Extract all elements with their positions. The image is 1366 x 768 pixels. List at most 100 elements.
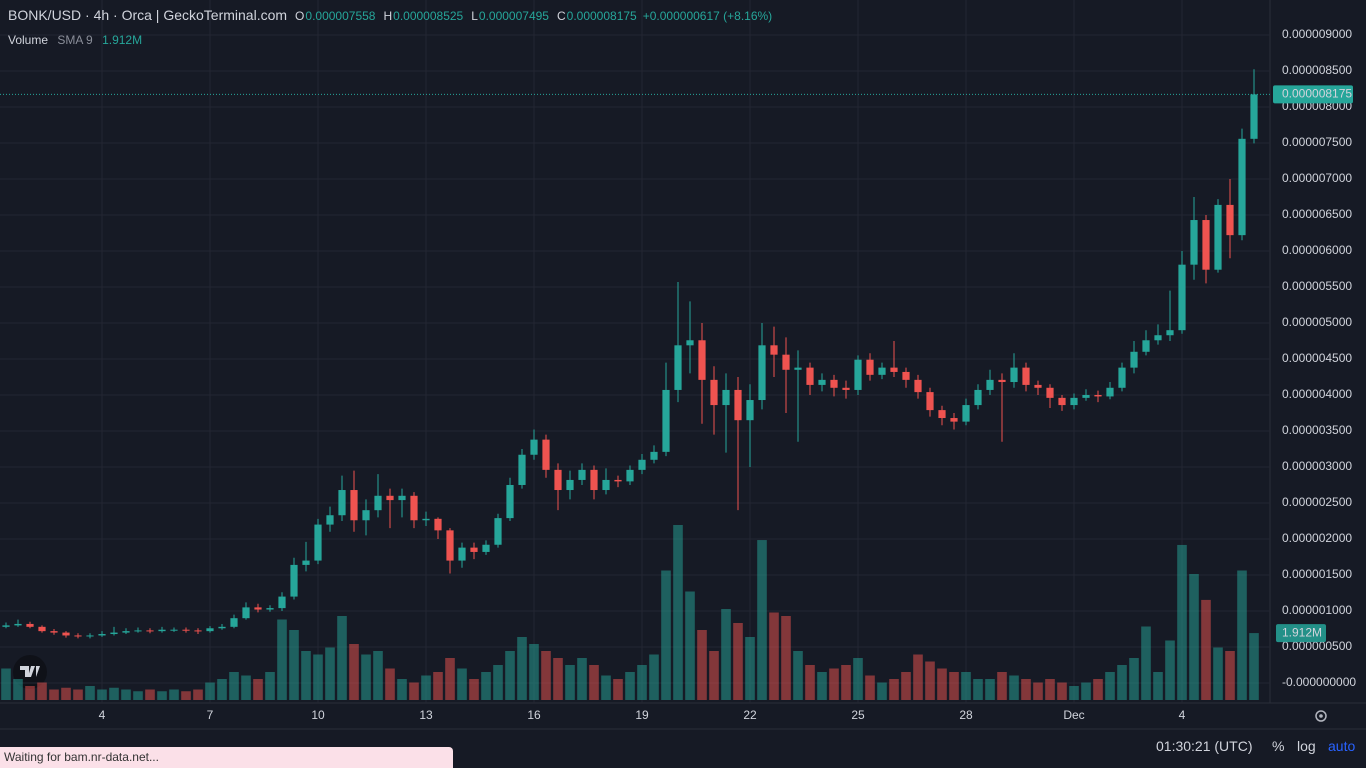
y-tick-label: 0.000005500 (1282, 279, 1352, 293)
candle-body (566, 479, 574, 491)
volume-bar (1, 668, 11, 700)
symbol[interactable]: BONK/USD · 4h · Orca | GeckoTerminal.com (8, 7, 288, 23)
auto-toggle[interactable]: auto (1328, 738, 1356, 754)
volume-bar (421, 675, 431, 700)
candle-body (1058, 397, 1066, 406)
x-tick-label: 22 (743, 708, 757, 722)
candle-body (1070, 397, 1078, 406)
candle-body (710, 379, 718, 406)
candle-body (74, 635, 82, 637)
y-tick-label: 0.000002500 (1282, 495, 1352, 509)
volume-bar (361, 654, 371, 700)
volume-bar (433, 672, 443, 700)
volume-bar (409, 682, 419, 700)
volume-bar (1201, 599, 1211, 700)
candle-body (2, 625, 10, 627)
candle-body (1022, 367, 1030, 385)
candle-body (146, 630, 154, 632)
candle-body (1166, 330, 1174, 336)
percent-toggle[interactable]: % (1272, 738, 1285, 754)
candle-body (770, 345, 778, 355)
volume-bar (541, 651, 551, 700)
volume-bar (1069, 686, 1079, 700)
grid (0, 0, 1270, 703)
y-tick-label: 0.000001500 (1282, 567, 1352, 581)
volume-bar (505, 651, 515, 700)
legend-header: BONK/USD · 4h · Orca | GeckoTerminal.com… (8, 7, 772, 23)
volume-bar (1081, 682, 1091, 700)
candle-body (590, 469, 598, 491)
candle-body (902, 371, 910, 380)
log-toggle[interactable]: log (1297, 738, 1316, 754)
x-tick-label: 4 (99, 708, 106, 722)
gear-center[interactable] (1319, 714, 1323, 718)
candle-body (62, 632, 70, 636)
settings-icon[interactable] (1315, 710, 1327, 722)
candle-body (278, 596, 286, 609)
volume-bar (229, 672, 239, 700)
candle-body (878, 367, 886, 375)
x-tick-label: 13 (419, 708, 433, 722)
ohlc-value: 0.000008525 (393, 9, 464, 23)
volume-bar (805, 665, 815, 700)
volume-bar (661, 570, 671, 700)
candle-body (182, 629, 190, 631)
candle-body (1178, 264, 1186, 331)
candle-body (302, 560, 310, 565)
volume-bar (697, 630, 707, 700)
candle-body (1142, 340, 1150, 352)
volume-bar (133, 691, 143, 700)
volume-bar (193, 689, 203, 700)
ohlc-value: 0.000007558 (305, 9, 376, 23)
volume-bar (673, 525, 683, 700)
y-tick-label: 0.000003000 (1282, 459, 1352, 473)
candle-body (638, 459, 646, 470)
volume-bar (937, 668, 947, 700)
candle-body (986, 379, 994, 390)
volume-bar (517, 637, 527, 700)
candle-body (266, 608, 274, 610)
volume-bar (109, 687, 119, 700)
volume-title[interactable]: Volume (8, 33, 49, 47)
gear[interactable] (1315, 710, 1327, 722)
volume-bar (685, 591, 695, 700)
ohlc-key: H (383, 9, 393, 23)
volume-bar (817, 672, 827, 700)
volume-bar (1225, 651, 1235, 700)
volume-bar (613, 679, 623, 700)
x-tick-label: 28 (959, 708, 973, 722)
y-tick-label: 0.000001000 (1282, 603, 1352, 617)
volume-bar (325, 647, 335, 700)
volume-bar (1129, 658, 1139, 700)
y-tick-label: 0.000003500 (1282, 423, 1352, 437)
candle-body (350, 490, 358, 521)
volume-bar (397, 679, 407, 700)
volume-bar (385, 668, 395, 700)
volume-bar (1213, 647, 1223, 700)
volume-bar (217, 679, 227, 700)
x-tick-label: 7 (207, 708, 214, 722)
candle-body (482, 544, 490, 552)
volume-bar (889, 679, 899, 700)
volume-bar (1105, 672, 1115, 700)
volume-bar (481, 672, 491, 700)
candle-body (314, 524, 322, 561)
candle-body (470, 547, 478, 552)
logo-mark[interactable] (20, 666, 40, 677)
x-tick-label: 25 (851, 708, 865, 722)
volume-bar (1117, 665, 1127, 700)
volume-bar (637, 665, 647, 700)
volume-bar (121, 689, 131, 700)
candle-body (506, 484, 514, 519)
status-bar: Waiting for bam.nr-data.net... (0, 747, 453, 768)
candle-body (794, 367, 802, 370)
candle-body (818, 379, 826, 385)
volume-bar (157, 691, 167, 700)
candle-body (398, 495, 406, 501)
candle-body (938, 410, 946, 419)
clock[interactable]: 01:30:21 (UTC) (1156, 738, 1253, 754)
volume-bar (301, 651, 311, 700)
volume-bar (1045, 679, 1055, 700)
candle-body (914, 379, 922, 393)
